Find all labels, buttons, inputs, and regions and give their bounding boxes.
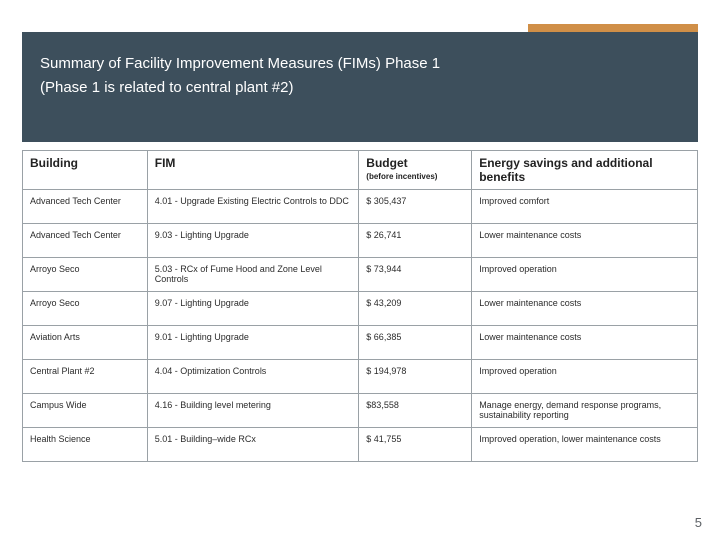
table-cell: Lower maintenance costs <box>472 224 698 258</box>
table-cell: 5.01 - Building–wide RCx <box>147 428 359 462</box>
table-cell: 9.01 - Lighting Upgrade <box>147 326 359 360</box>
col-fim-label: FIM <box>155 156 176 170</box>
title-line-2: (Phase 1 is related to central plant #2) <box>40 76 680 100</box>
col-building-label: Building <box>30 156 78 170</box>
fim-table-wrap: Building FIM Budget (before incentives) … <box>22 150 698 462</box>
col-benefits-label: Energy savings and additional benefits <box>479 156 652 184</box>
title-box: Summary of Facility Improvement Measures… <box>22 32 698 100</box>
col-budget-sublabel: (before incentives) <box>366 172 464 181</box>
table-cell: Advanced Tech Center <box>23 224 148 258</box>
col-fim: FIM <box>147 151 359 190</box>
fim-table: Building FIM Budget (before incentives) … <box>22 150 698 462</box>
table-cell: Manage energy, demand response programs,… <box>472 394 698 428</box>
table-cell: Improved comfort <box>472 190 698 224</box>
table-cell: Arroyo Seco <box>23 258 148 292</box>
table-cell: $ 43,209 <box>359 292 472 326</box>
table-cell: $ 26,741 <box>359 224 472 258</box>
table-cell: Lower maintenance costs <box>472 326 698 360</box>
table-cell: Campus Wide <box>23 394 148 428</box>
table-cell: $ 41,755 <box>359 428 472 462</box>
col-budget-label: Budget <box>366 156 407 170</box>
table-cell: 4.01 - Upgrade Existing Electric Control… <box>147 190 359 224</box>
table-cell: Central Plant #2 <box>23 360 148 394</box>
table-cell: $ 305,437 <box>359 190 472 224</box>
table-cell: Arroyo Seco <box>23 292 148 326</box>
title-line-1: Summary of Facility Improvement Measures… <box>40 52 680 76</box>
table-cell: Improved operation <box>472 258 698 292</box>
table-cell: Improved operation <box>472 360 698 394</box>
table-header-row: Building FIM Budget (before incentives) … <box>23 151 698 190</box>
header-block: Summary of Facility Improvement Measures… <box>22 32 698 142</box>
table-cell: Advanced Tech Center <box>23 190 148 224</box>
table-cell: $ 66,385 <box>359 326 472 360</box>
table-cell: 9.03 - Lighting Upgrade <box>147 224 359 258</box>
table-cell: 4.04 - Optimization Controls <box>147 360 359 394</box>
table-cell: Improved operation, lower maintenance co… <box>472 428 698 462</box>
table-cell: $ 194,978 <box>359 360 472 394</box>
table-row: Central Plant #24.04 - Optimization Cont… <box>23 360 698 394</box>
col-benefits: Energy savings and additional benefits <box>472 151 698 190</box>
table-row: Health Science5.01 - Building–wide RCx$ … <box>23 428 698 462</box>
table-cell: 5.03 - RCx of Fume Hood and Zone Level C… <box>147 258 359 292</box>
table-row: Aviation Arts9.01 - Lighting Upgrade$ 66… <box>23 326 698 360</box>
table-row: Arroyo Seco5.03 - RCx of Fume Hood and Z… <box>23 258 698 292</box>
table-cell: Health Science <box>23 428 148 462</box>
table-cell: $ 73,944 <box>359 258 472 292</box>
table-row: Campus Wide4.16 - Building level meterin… <box>23 394 698 428</box>
table-row: Advanced Tech Center4.01 - Upgrade Exist… <box>23 190 698 224</box>
page-number: 5 <box>695 515 702 530</box>
table-cell: Aviation Arts <box>23 326 148 360</box>
table-cell: Lower maintenance costs <box>472 292 698 326</box>
table-cell: 4.16 - Building level metering <box>147 394 359 428</box>
col-building: Building <box>23 151 148 190</box>
table-row: Advanced Tech Center9.03 - Lighting Upgr… <box>23 224 698 258</box>
col-budget: Budget (before incentives) <box>359 151 472 190</box>
table-cell: $83,558 <box>359 394 472 428</box>
table-cell: 9.07 - Lighting Upgrade <box>147 292 359 326</box>
table-body: Advanced Tech Center4.01 - Upgrade Exist… <box>23 190 698 462</box>
table-row: Arroyo Seco9.07 - Lighting Upgrade$ 43,2… <box>23 292 698 326</box>
